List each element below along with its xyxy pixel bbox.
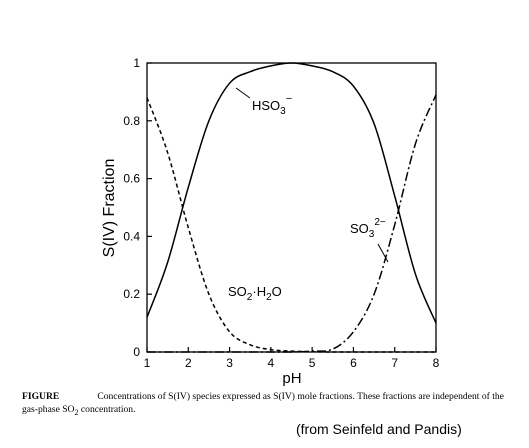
series-labels: HSO3− SO32− SO2·H2O: [228, 87, 389, 303]
axis-ticks: 1 2 3 4 5 6 7 8 0 0.2 0.4 0.6 0.8 1: [123, 56, 439, 370]
so3-leader-line: [377, 243, 389, 263]
x-tick-label: 6: [350, 356, 357, 370]
y-tick-label: 1: [133, 56, 140, 70]
caption-subscript: 2: [74, 407, 79, 417]
x-tick-label: 3: [226, 356, 233, 370]
x-tick-label: 2: [185, 356, 192, 370]
hso3-label: HSO3−: [252, 93, 292, 117]
so2-h2o-label: SO2·H2O: [228, 284, 282, 303]
so3-label: SO32−: [350, 217, 386, 240]
y-tick-label: 0.8: [123, 114, 140, 128]
figure-caption: FIGURE Concentrations of S(IV) species ex…: [22, 390, 522, 419]
y-tick-label: 0.2: [123, 287, 140, 301]
caption-lead: FIGURE: [22, 391, 60, 402]
caption-text-1: Concentrations of S(IV) species expresse…: [22, 391, 504, 415]
series-lines: [146, 62, 437, 353]
x-tick-label: 8: [433, 356, 440, 370]
x-tick-label: 5: [309, 356, 316, 370]
y-axis-label: S(IV) Fraction: [101, 159, 118, 258]
y-tick-label: 0: [133, 345, 140, 359]
hso3-leader-line: [235, 87, 251, 99]
so3-line: [146, 94, 437, 353]
x-axis-label: pH: [282, 370, 301, 387]
caption-text-2: concentration.: [78, 404, 136, 415]
source-credit: (from Seinfeld and Pandis): [296, 421, 462, 437]
y-tick-label: 0.4: [123, 229, 140, 243]
chart: 1 2 3 4 5 6 7 8 0 0.2 0.4 0.6 0.8 1 HSO3− SO32− SO2·H2O…: [101, 56, 440, 387]
so2-h2o-line: [146, 97, 436, 353]
plot-frame: [146, 62, 437, 353]
hso3-line: [146, 62, 437, 324]
x-tick-label: 7: [391, 356, 398, 370]
plot-border: [146, 62, 437, 353]
x-tick-label: 4: [268, 356, 275, 370]
y-tick-label: 0.6: [123, 172, 140, 186]
x-tick-label: 1: [144, 356, 151, 370]
